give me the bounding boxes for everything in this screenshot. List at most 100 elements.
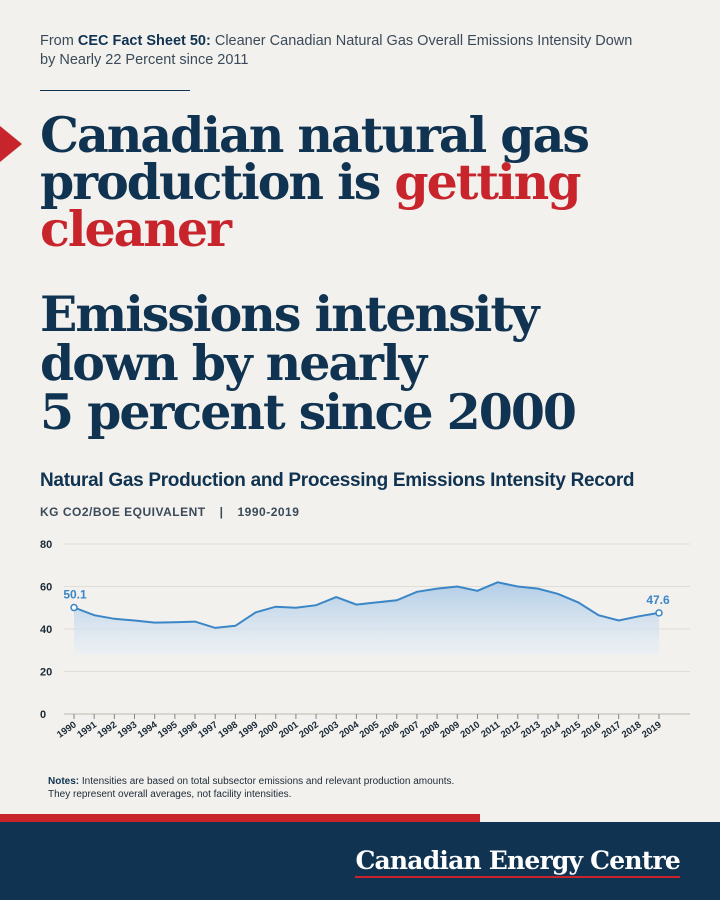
x-tick-label: 1994 <box>136 719 160 741</box>
data-label: 47.6 <box>646 593 670 607</box>
x-tick-label: 2000 <box>257 719 281 740</box>
data-point <box>356 604 358 606</box>
data-point <box>456 586 458 588</box>
data-point <box>416 591 418 593</box>
source-bold: CEC Fact Sheet 50: <box>77 33 211 49</box>
x-tick-label: 2007 <box>398 719 422 740</box>
x-tick-label: 2006 <box>378 719 402 740</box>
data-point <box>194 621 196 623</box>
headline-line2b: getting <box>394 153 581 211</box>
chart-area-group <box>73 581 660 655</box>
x-tick-label: 2001 <box>277 719 301 741</box>
x-tick-label: 1992 <box>95 719 119 740</box>
chart-unit: KG CO2/BOE EQUIVALENT <box>40 505 206 519</box>
brand-logo: Canadian Energy Centre <box>355 846 681 878</box>
data-point <box>638 615 640 617</box>
notes-line1: Intensities are based on total subsector… <box>79 776 455 787</box>
y-tick-label: 80 <box>40 539 52 551</box>
data-point <box>477 590 479 592</box>
data-point <box>295 607 297 609</box>
x-tick-label: 2013 <box>519 719 543 740</box>
x-tick-label: 1991 <box>75 719 99 741</box>
x-tick-label: 2004 <box>338 719 362 741</box>
chart-marks: 50.1 47.6 <box>63 581 670 629</box>
data-point <box>598 614 600 616</box>
data-point <box>436 588 438 590</box>
x-tick-label: 2002 <box>297 719 321 740</box>
data-point <box>396 600 398 602</box>
annotated-point <box>70 603 78 612</box>
x-tick-label: 2016 <box>580 719 604 740</box>
data-point <box>134 620 136 622</box>
data-point <box>93 614 95 616</box>
source-prefix: From <box>40 33 78 49</box>
x-tick-label: 2015 <box>559 719 583 741</box>
x-tick-label: 1993 <box>116 719 140 740</box>
subhead-line3: 5 percent since 2000 <box>40 383 577 441</box>
source-citation: From CEC Fact Sheet 50: Cleaner Canadian… <box>40 32 640 70</box>
y-tick-label: 0 <box>40 709 46 721</box>
chart-range: 1990-2019 <box>237 505 300 519</box>
headline-line2a: production is <box>40 153 395 211</box>
chart-notes: Notes: Intensities are based on total su… <box>48 775 668 801</box>
notes-line2: They represent overall averages, not fac… <box>48 789 292 800</box>
x-tick-label: 1995 <box>156 719 180 741</box>
x-tick-label: 1990 <box>55 719 79 740</box>
annotated-point <box>655 609 663 617</box>
headline: Canadian natural gas production is getti… <box>40 111 700 254</box>
data-point <box>214 627 216 629</box>
data-point <box>275 606 277 608</box>
series-area <box>74 582 659 655</box>
data-point <box>335 596 337 598</box>
x-tick-label: 1996 <box>176 719 200 740</box>
chart-separator: | <box>219 505 224 519</box>
x-tick-label: 2018 <box>620 719 644 740</box>
subhead-line1: Emissions intensity <box>40 285 540 343</box>
data-point <box>376 602 378 604</box>
data-point <box>315 604 317 606</box>
x-tick-label: 2011 <box>479 719 503 740</box>
headline-line1: Canadian natural gas <box>40 106 590 164</box>
chart-subtitle: KG CO2/BOE EQUIVALENT | 1990-2019 <box>40 505 299 519</box>
x-tick-label: 1999 <box>237 719 261 740</box>
data-label: 50.1 <box>63 588 87 602</box>
source-text: Cleaner Canadian Natural Gas Overall Emi… <box>40 33 633 68</box>
data-point <box>537 588 539 590</box>
x-tick-label: 2014 <box>539 719 563 741</box>
footer-accent-bar <box>0 814 480 822</box>
footer: Canadian Energy Centre <box>0 822 720 900</box>
data-point <box>517 586 519 588</box>
x-tick-label: 1997 <box>196 719 220 740</box>
x-tick-label: 2005 <box>358 719 382 741</box>
data-point <box>497 581 499 583</box>
x-tick-label: 2012 <box>499 719 523 740</box>
data-point <box>255 612 257 614</box>
data-point <box>235 625 237 627</box>
subhead-line2: down by nearly <box>40 334 427 392</box>
source-divider <box>40 90 190 91</box>
data-point <box>174 621 176 623</box>
headline-line3: cleaner <box>40 200 232 258</box>
y-tick-label: 40 <box>40 624 52 636</box>
series-line <box>73 581 660 629</box>
x-tick-label: 2010 <box>459 719 483 740</box>
x-tick-label: 1998 <box>216 719 240 740</box>
x-tick-label: 2009 <box>438 719 462 740</box>
data-point <box>154 622 156 624</box>
y-tick-label: 60 <box>40 582 52 594</box>
red-arrow-icon <box>0 126 22 162</box>
data-point <box>578 602 580 604</box>
x-tick-label: 2003 <box>317 719 341 740</box>
notes-label: Notes: <box>48 776 80 787</box>
chart-x-labels: 1990199119921993199419951996199719981999… <box>55 714 664 741</box>
y-tick-label: 20 <box>40 667 52 679</box>
data-point <box>114 618 116 620</box>
subheadline: Emissions intensity down by nearly 5 per… <box>40 290 700 437</box>
chart-title: Natural Gas Production and Processing Em… <box>40 470 635 491</box>
x-tick-label: 2019 <box>640 719 664 740</box>
x-tick-label: 2017 <box>600 719 624 740</box>
data-point <box>618 620 620 622</box>
x-tick-label: 2008 <box>418 719 442 740</box>
data-point <box>557 593 559 595</box>
